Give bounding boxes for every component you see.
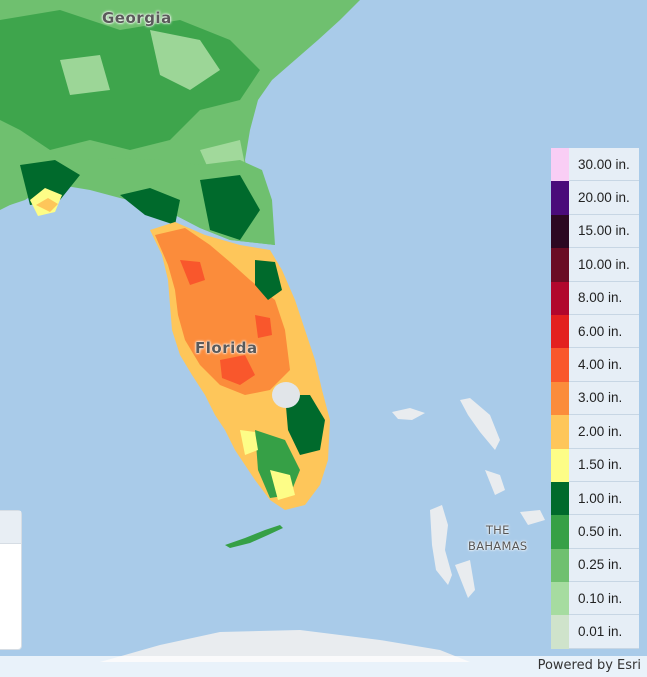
legend-label: 0.25 in. xyxy=(569,548,639,583)
land-georgia-light xyxy=(60,30,248,195)
legend-swatch xyxy=(551,615,569,649)
collapsed-side-panel[interactable] xyxy=(0,510,22,650)
legend-label: 4.00 in. xyxy=(569,348,639,382)
legend-swatch xyxy=(551,582,569,616)
legend-item: 30.00 in. xyxy=(551,148,639,182)
side-panel-header[interactable] xyxy=(0,511,21,544)
legend-swatch xyxy=(551,314,569,349)
legend-swatch xyxy=(551,248,569,282)
cuba-land xyxy=(100,630,470,662)
legend-item: 1.00 in. xyxy=(551,481,639,516)
legend-swatch xyxy=(551,281,569,315)
legend-label: 8.00 in. xyxy=(569,281,639,315)
precipitation-legend: 30.00 in. 20.00 in. 15.00 in. 10.00 in. 8.00… xyxy=(551,148,639,649)
attribution-text[interactable]: Powered by Esri xyxy=(537,658,641,673)
legend-label: 10.00 in. xyxy=(569,248,639,282)
legend-label: 0.01 in. xyxy=(569,615,639,649)
lake-okeechobee xyxy=(272,382,300,408)
bahamas-label-line2: BAHAMAS xyxy=(468,539,528,553)
legend-label: 30.00 in. xyxy=(569,148,639,182)
bahamas-islands xyxy=(392,398,545,598)
legend-item: 1.50 in. xyxy=(551,448,639,482)
legend-item: 2.00 in. xyxy=(551,415,639,449)
peninsula-yellow-south xyxy=(240,430,295,500)
legend-label: 15.00 in. xyxy=(569,214,639,249)
peninsula-red xyxy=(180,260,272,385)
florida-keys xyxy=(225,525,283,548)
legend-label: 1.50 in. xyxy=(569,448,639,482)
legend-item: 6.00 in. xyxy=(551,314,639,349)
legend-swatch xyxy=(551,148,569,182)
panhandle-dark xyxy=(20,160,260,240)
legend-swatch xyxy=(551,214,569,249)
legend-label: 1.00 in. xyxy=(569,481,639,516)
legend-swatch xyxy=(551,481,569,516)
bahamas-label-line1: THE xyxy=(485,523,510,537)
legend-item: 0.01 in. xyxy=(551,615,639,649)
legend-item: 0.10 in. xyxy=(551,582,639,616)
legend-label: 6.00 in. xyxy=(569,314,639,349)
state-label-florida: Florida xyxy=(195,339,258,357)
legend-item: 10.00 in. xyxy=(551,248,639,282)
legend-swatch xyxy=(551,548,569,583)
legend-label: 20.00 in. xyxy=(569,181,639,215)
peninsula-green-east xyxy=(255,260,325,455)
panhandle-orange xyxy=(36,198,58,212)
legend-item: 0.50 in. xyxy=(551,515,639,549)
legend-item: 4.00 in. xyxy=(551,348,639,382)
legend-item: 8.00 in. xyxy=(551,281,639,315)
legend-label: 0.50 in. xyxy=(569,515,639,549)
legend-item: 15.00 in. xyxy=(551,214,639,249)
country-label-bahamas: THE BAHAMAS xyxy=(468,522,527,554)
legend-label: 3.00 in. xyxy=(569,381,639,416)
legend-item: 0.25 in. xyxy=(551,548,639,583)
legend-label: 0.10 in. xyxy=(569,582,639,616)
legend-swatch xyxy=(551,415,569,449)
legend-swatch xyxy=(551,448,569,482)
state-label-georgia: Georgia xyxy=(102,9,172,27)
map-attribution-bar: Powered by Esri xyxy=(0,656,647,677)
legend-label: 2.00 in. xyxy=(569,415,639,449)
legend-swatch xyxy=(551,515,569,549)
legend-swatch xyxy=(551,348,569,382)
legend-swatch xyxy=(551,381,569,416)
legend-item: 3.00 in. xyxy=(551,381,639,416)
legend-item: 20.00 in. xyxy=(551,181,639,215)
legend-swatch xyxy=(551,181,569,215)
